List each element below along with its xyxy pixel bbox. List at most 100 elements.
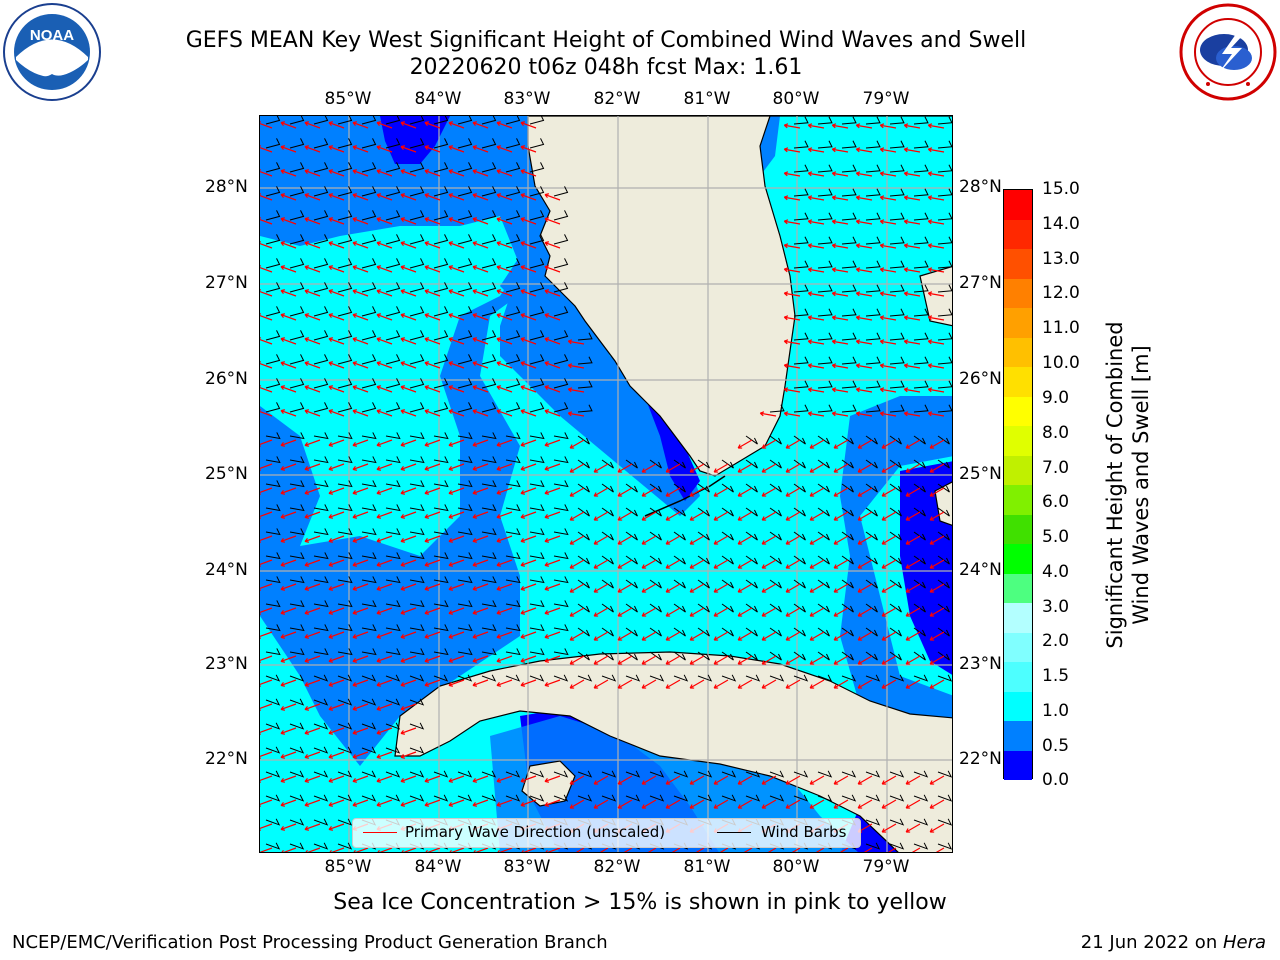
- wave-arrow: [280, 121, 297, 129]
- wave-arrow: [544, 559, 561, 567]
- colorbar-segment: [1004, 426, 1032, 456]
- wind-barb: [601, 794, 617, 802]
- wave-arrow: [328, 631, 345, 639]
- wind-barb: [601, 651, 614, 661]
- wind-barb: [289, 698, 305, 706]
- wind-barb: [865, 332, 881, 341]
- wave-arrow: [304, 583, 321, 591]
- wave-arrow: [520, 337, 537, 345]
- wave-arrow: [496, 337, 513, 345]
- wind-barb: [361, 794, 377, 802]
- wave-arrow: [304, 241, 321, 249]
- wave-arrow: [304, 535, 321, 543]
- wave-arrow: [807, 267, 825, 273]
- wind-barb: [457, 480, 473, 488]
- wind-barb: [769, 674, 785, 682]
- wind-barb: [265, 330, 281, 341]
- wind-barb: [793, 483, 806, 493]
- lon-label-top: 83°W: [503, 89, 551, 109]
- wind-barb: [289, 624, 305, 632]
- wind-barb: [793, 674, 809, 682]
- wind-barb: [265, 258, 281, 269]
- wind-barb: [289, 402, 305, 413]
- wind-barb: [265, 480, 281, 488]
- wave-arrow: [807, 171, 825, 177]
- wave-arrow: [881, 463, 897, 473]
- wind-barb: [457, 162, 473, 173]
- wind-barb: [937, 380, 952, 389]
- wave-arrow: [328, 751, 345, 759]
- wave-arrow: [831, 195, 849, 201]
- wind-barb: [937, 842, 952, 850]
- wind-barb: [745, 459, 758, 469]
- wave-arrow: [472, 799, 489, 807]
- wave-arrow: [496, 487, 513, 495]
- wind-barb: [817, 794, 833, 802]
- wind-barb: [793, 356, 809, 365]
- wind-barb: [289, 330, 305, 341]
- wave-arrow: [719, 847, 729, 852]
- wind-barb: [913, 555, 926, 565]
- wind-barb: [337, 624, 353, 632]
- wind-barb: [337, 186, 353, 197]
- wind-barb: [289, 306, 305, 317]
- wave-arrow: [761, 655, 777, 665]
- wind-barb: [841, 236, 857, 245]
- wave-arrow: [689, 799, 705, 809]
- wind-barb: [289, 456, 305, 464]
- wave-arrow: [929, 679, 945, 689]
- wind-barb: [457, 600, 473, 608]
- wind-barb: [865, 188, 881, 197]
- wave-arrow: [352, 535, 369, 543]
- colorbar-segment: [1004, 249, 1032, 279]
- wind-barb: [385, 330, 401, 341]
- wind-barb: [841, 794, 857, 802]
- wind-barb: [409, 600, 425, 608]
- wind-barb: [913, 308, 929, 317]
- wind-barb: [361, 186, 377, 197]
- wind-barb: [409, 234, 425, 245]
- wind-barb: [409, 378, 425, 389]
- wind-barb: [337, 138, 353, 149]
- wave-arrow: [809, 487, 825, 497]
- wave-arrow: [260, 193, 273, 201]
- wave-arrow: [352, 511, 369, 519]
- wind-barb: [265, 674, 281, 682]
- wind-barb: [337, 600, 353, 608]
- wave-arrow: [260, 559, 273, 567]
- wave-arrow: [569, 607, 585, 617]
- wind-barb: [289, 282, 305, 293]
- wave-arrow: [713, 679, 729, 689]
- wave-arrow: [665, 535, 681, 545]
- wave-arrow: [809, 559, 825, 569]
- wave-arrow: [448, 655, 465, 663]
- wave-arrow: [929, 775, 945, 785]
- wind-barb: [385, 648, 401, 656]
- wave-arrow: [376, 313, 393, 321]
- wave-arrow: [424, 217, 441, 225]
- wind-barb: [577, 531, 590, 541]
- wind-barb: [313, 456, 329, 464]
- wave-arrow: [520, 631, 537, 639]
- wind-barb: [481, 306, 497, 317]
- wave-arrow: [424, 121, 441, 129]
- wave-arrow: [376, 655, 393, 663]
- wave-arrow: [903, 195, 921, 201]
- wave-arrow: [927, 411, 945, 417]
- wind-barb: [553, 402, 569, 413]
- wave-arrow: [305, 847, 321, 852]
- wave-arrow: [260, 385, 273, 393]
- cuba-land: [394, 651, 952, 852]
- colorbar-tick-label: 3.0: [1042, 597, 1070, 617]
- wind-barb: [361, 624, 377, 632]
- wave-arrow: [304, 487, 321, 495]
- wind-barb: [337, 234, 353, 245]
- wave-arrow: [929, 799, 945, 809]
- wave-arrow: [304, 337, 321, 345]
- wind-barb: [409, 330, 425, 341]
- wind-barb: [841, 579, 854, 589]
- wind-barb: [289, 746, 305, 754]
- wind-barb: [457, 576, 473, 584]
- wave-arrow: [929, 535, 945, 545]
- wave-arrow: [260, 655, 273, 663]
